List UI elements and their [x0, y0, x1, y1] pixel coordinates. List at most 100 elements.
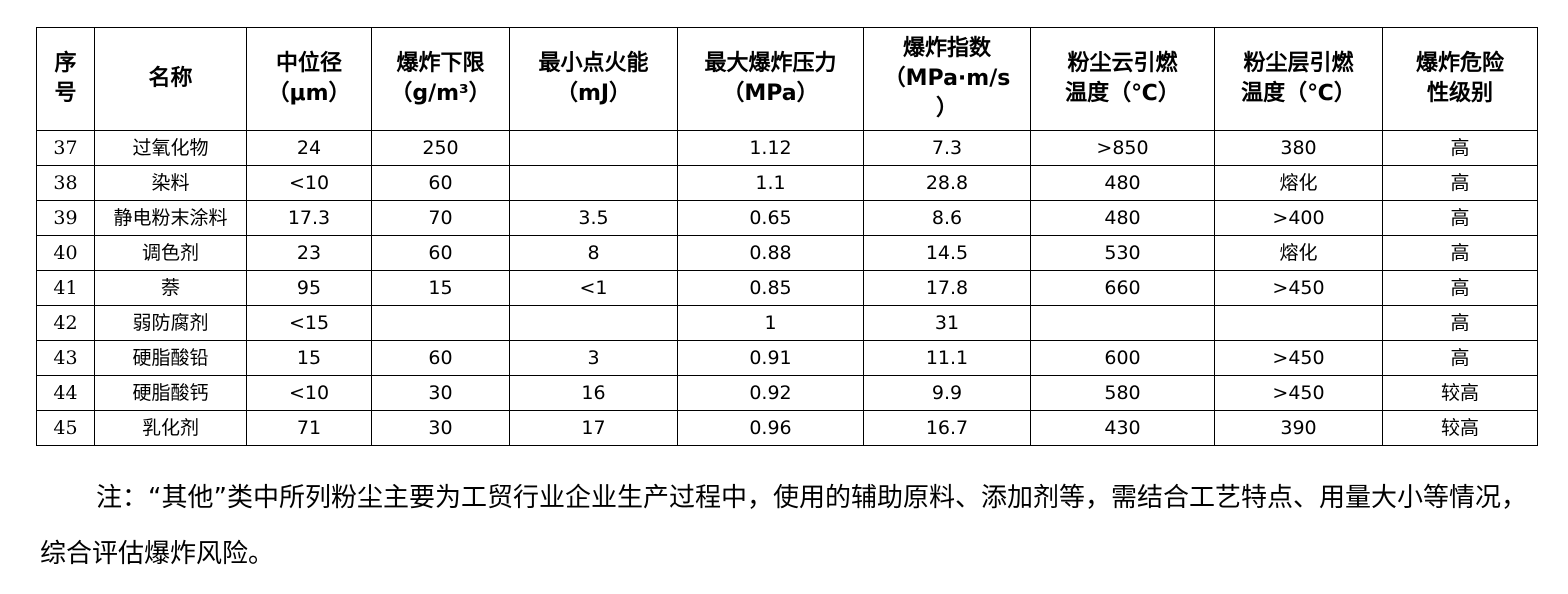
cell-cloud-ignition-temp: 430: [1030, 410, 1215, 446]
cell-median-diameter: 95: [246, 270, 372, 306]
cell-layer-ignition-temp: 380: [1214, 130, 1383, 166]
cell-lower-explosion-limit: 250: [371, 130, 510, 166]
cell-hazard-level: 高: [1382, 270, 1538, 306]
cell-min-ignition-energy: 17: [509, 410, 678, 446]
cell-index: 40: [36, 235, 95, 271]
cell-cloud-ignition-temp: 480: [1030, 165, 1215, 201]
table-row: 38 染料 <10 60 1.1 28.8 480 熔化高: [36, 165, 1538, 201]
table-row: 45 乳化剂 71 30 17 0.96 16.7 430 390 较高: [36, 410, 1538, 446]
dust-explosion-table: 序号 名称 中位径 （μm） 爆炸下限 （g/m³） 最小点火能 （mJ） 最大爆炸压力 （MPa…: [36, 27, 1538, 446]
header-line: 中位径: [275, 51, 342, 76]
cell-max-explosion-pressure: 1: [677, 305, 864, 341]
header-line: 名称: [148, 66, 193, 91]
cell-explosion-index: 31: [863, 305, 1031, 341]
cell-layer-ignition-temp: 熔化: [1214, 235, 1383, 271]
cell-layer-ignition-temp: >450: [1214, 340, 1383, 376]
cell-lower-explosion-limit: 15: [371, 270, 510, 306]
cell-name: 染料: [94, 165, 247, 201]
cell-explosion-index: 9.9: [863, 375, 1031, 411]
cell-median-diameter: 15: [246, 340, 372, 376]
cell-layer-ignition-temp: [1214, 305, 1383, 341]
header-line: ）: [935, 96, 958, 121]
cell-min-ignition-energy: [509, 130, 678, 166]
header-line: 最大爆炸压力: [704, 51, 837, 76]
cell-min-ignition-energy: <1: [509, 270, 678, 306]
cell-explosion-index: 11.1: [863, 340, 1031, 376]
cell-lower-explosion-limit: 60: [371, 340, 510, 376]
header-line: 粉尘层引燃: [1243, 51, 1354, 76]
cell-min-ignition-energy: 3: [509, 340, 678, 376]
cell-median-diameter: 17.3: [246, 200, 372, 236]
cell-index: 42: [36, 305, 95, 341]
header-line: 温度（℃）: [1065, 81, 1180, 106]
header-line: （MPa·m/s: [883, 66, 1011, 91]
cell-cloud-ignition-temp: 580: [1030, 375, 1215, 411]
header-cloud-ignition-temp: 粉尘云引燃温度（℃）: [1030, 27, 1215, 131]
header-line: 爆炸危险: [1415, 51, 1504, 76]
cell-layer-ignition-temp: 熔化: [1214, 165, 1383, 201]
cell-index: 38: [36, 165, 95, 201]
table-row: 37 过氧化物 24 250 1.12 7.3 >850 380 高: [36, 130, 1538, 166]
cell-hazard-level: 高: [1382, 165, 1538, 201]
cell-hazard-level: 高: [1382, 305, 1538, 341]
header-line: （MPa）: [722, 81, 819, 106]
header-max-explosion-pressure: 最大爆炸压力 （MPa）: [677, 27, 864, 131]
cell-max-explosion-pressure: 0.88: [677, 235, 864, 271]
cell-index: 43: [36, 340, 95, 376]
cell-explosion-index: 16.7: [863, 410, 1031, 446]
header-line: 温度（℃）: [1241, 81, 1356, 106]
cell-cloud-ignition-temp: [1030, 305, 1215, 341]
cell-name: 过氧化物: [94, 130, 247, 166]
header-line: （g/m³）: [390, 81, 491, 106]
header-line: （mJ）: [555, 81, 632, 106]
cell-name: 硬脂酸钙: [94, 375, 247, 411]
cell-hazard-level: 较高: [1382, 410, 1538, 446]
cell-max-explosion-pressure: 0.96: [677, 410, 864, 446]
header-min-ignition-energy: 最小点火能 （mJ）: [509, 27, 678, 131]
cell-index: 41: [36, 270, 95, 306]
cell-lower-explosion-limit: 30: [371, 410, 510, 446]
cell-cloud-ignition-temp: 660: [1030, 270, 1215, 306]
cell-index: 37: [36, 130, 95, 166]
cell-hazard-level: 高: [1382, 235, 1538, 271]
header-line: 爆炸下限: [396, 51, 485, 76]
header-line: 性级别: [1426, 81, 1493, 106]
cell-median-diameter: 71: [246, 410, 372, 446]
cell-name: 乳化剂: [94, 410, 247, 446]
header-line: 最小点火能: [538, 51, 649, 76]
footnote: 注：“其他”类中所列粉尘主要为工贸行业企业生产过程中，使用的辅助原料、添加剂等，…: [40, 483, 1527, 569]
header-layer-ignition-temp: 粉尘层引燃温度（℃）: [1214, 27, 1383, 131]
table-row: 40 调色剂 23 60 8 0.88 14.5 530 熔化高: [36, 235, 1538, 271]
cell-median-diameter: <10: [246, 375, 372, 411]
cell-lower-explosion-limit: [371, 305, 510, 341]
cell-median-diameter: <15: [246, 305, 372, 341]
header-median-diameter: 中位径 （μm）: [246, 27, 372, 131]
cell-median-diameter: 24: [246, 130, 372, 166]
cell-layer-ignition-temp: >400: [1214, 200, 1383, 236]
cell-hazard-level: 高: [1382, 340, 1538, 376]
table-body: 37 过氧化物 24 250 1.12 7.3 >850 380 高 38 染料 <10 60 1.1 28…: [36, 130, 1538, 446]
cell-name: 萘: [94, 270, 247, 306]
cell-min-ignition-energy: 8: [509, 235, 678, 271]
cell-max-explosion-pressure: 0.65: [677, 200, 864, 236]
table-row: 44 硬脂酸钙 <10 30 16 0.92 9.9 580 >450 较高: [36, 375, 1538, 411]
cell-min-ignition-energy: 3.5: [509, 200, 678, 236]
table-row: 42 弱防腐剂 <15 1 31 高: [36, 305, 1538, 341]
cell-cloud-ignition-temp: 480: [1030, 200, 1215, 236]
header-lower-explosion-limit: 爆炸下限 （g/m³）: [371, 27, 510, 131]
cell-index: 39: [36, 200, 95, 236]
table-row: 39 静电粉末涂料 17.3 70 3.5 0.65 8.6 480 >400 高: [36, 200, 1538, 236]
cell-lower-explosion-limit: 30: [371, 375, 510, 411]
cell-hazard-level: 高: [1382, 200, 1538, 236]
cell-min-ignition-energy: 16: [509, 375, 678, 411]
cell-explosion-index: 28.8: [863, 165, 1031, 201]
cell-lower-explosion-limit: 60: [371, 165, 510, 201]
header-line: 粉尘云引燃: [1067, 51, 1178, 76]
header-hazard-level: 爆炸危险 性级别: [1382, 27, 1538, 131]
cell-median-diameter: 23: [246, 235, 372, 271]
cell-median-diameter: <10: [246, 165, 372, 201]
header-line: 号: [54, 81, 77, 106]
cell-name: 调色剂: [94, 235, 247, 271]
cell-lower-explosion-limit: 70: [371, 200, 510, 236]
cell-explosion-index: 14.5: [863, 235, 1031, 271]
